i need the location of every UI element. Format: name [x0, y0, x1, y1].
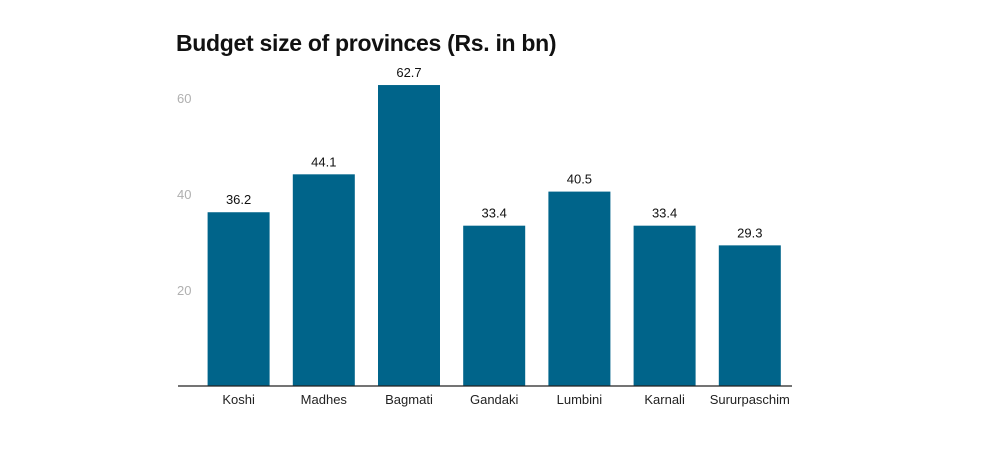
y-axis-ticks: 20 40 60 — [177, 91, 191, 298]
y-tick-label: 20 — [177, 283, 191, 298]
bar-value-label: 40.5 — [567, 172, 592, 187]
bar-value-label: 29.3 — [737, 225, 762, 240]
bar — [548, 191, 611, 386]
x-tick-label: Sururpaschim — [710, 392, 790, 407]
x-tick-label: Madhes — [301, 392, 348, 407]
bar-value-label: 44.1 — [311, 154, 336, 169]
x-axis-tick-labels: Koshi Madhes Bagmati Gandaki Lumbini Karnali S… — [222, 392, 790, 407]
bar — [718, 245, 781, 386]
x-tick-label: Koshi — [222, 392, 255, 407]
bar — [378, 85, 440, 386]
y-tick-label: 60 — [177, 91, 191, 106]
y-tick-label: 40 — [177, 187, 191, 202]
x-tick-label: Lumbini — [557, 392, 603, 407]
chart-title: Budget size of provinces (Rs. in bn) — [176, 30, 557, 56]
bars — [207, 85, 781, 386]
bar — [207, 212, 270, 386]
data-labels: 36.2 44.1 62.7 33.4 40.5 33.4 29.3 — [226, 65, 763, 240]
x-tick-label: Gandaki — [470, 392, 519, 407]
bar — [292, 174, 355, 386]
bar-value-label: 33.4 — [652, 206, 677, 221]
bar-value-label: 33.4 — [482, 206, 507, 221]
x-tick-label: Bagmati — [385, 392, 433, 407]
bar-value-label: 62.7 — [396, 65, 421, 80]
x-tick-label: Karnali — [644, 392, 685, 407]
bar-value-label: 36.2 — [226, 192, 251, 207]
bar — [463, 225, 526, 386]
bar — [633, 225, 696, 386]
